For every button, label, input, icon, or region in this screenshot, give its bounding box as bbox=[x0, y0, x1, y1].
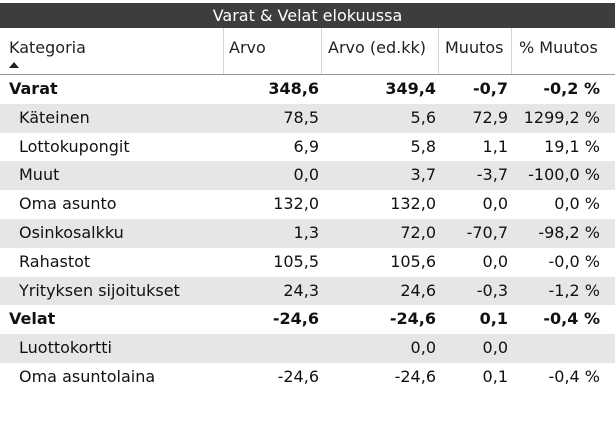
row-label: Osinkosalkku bbox=[19, 222, 124, 242]
cell-arvo-ed: 24,6 bbox=[400, 280, 436, 300]
cell-muutos: 0,1 bbox=[482, 366, 508, 386]
cell-arvo-ed: 72,0 bbox=[400, 222, 436, 242]
table-header: Kategoria Arvo Arvo (ed.kk) Muutos % Muu… bbox=[0, 28, 615, 75]
cell-pct-muutos bbox=[512, 334, 600, 363]
cell-muutos: 0,0 bbox=[482, 251, 508, 271]
column-header-muutos[interactable]: Muutos bbox=[439, 28, 512, 74]
column-header-arvo[interactable]: Arvo bbox=[224, 28, 322, 74]
row-label: Varat bbox=[9, 79, 58, 98]
table-row[interactable]: Oma asuntolaina -24,6 -24,6 0,1 -0,4 % bbox=[0, 363, 615, 392]
row-label: Lottokupongit bbox=[19, 136, 130, 156]
table-row[interactable]: Osinkosalkku 1,3 72,0 -70,7 -98,2 % bbox=[0, 218, 615, 248]
cell-arvo-ed: 5,6 bbox=[410, 107, 436, 127]
table-row[interactable]: Käteinen 78,5 5,6 72,9 1299,2 % bbox=[0, 103, 615, 133]
cell-pct-muutos: -0,0 % bbox=[548, 251, 600, 271]
row-label: Käteinen bbox=[19, 107, 90, 127]
column-header-pct-muutos[interactable]: % Muutos bbox=[512, 28, 615, 74]
cell-pct-muutos: -0,2 % bbox=[543, 79, 600, 98]
cell-arvo-ed: -24,6 bbox=[394, 366, 436, 386]
table-title: Varat & Velat elokuussa bbox=[0, 3, 615, 28]
column-header-label: Kategoria bbox=[9, 38, 86, 57]
table-row[interactable]: Rahastot 105,5 105,6 0,0 -0,0 % bbox=[0, 248, 615, 277]
cell-muutos: 72,9 bbox=[472, 107, 508, 127]
cell-pct-muutos: -0,4 % bbox=[543, 309, 600, 329]
table-row[interactable]: Yrityksen sijoitukset 24,3 24,6 -0,3 -1,… bbox=[0, 276, 615, 306]
column-header-label: Arvo bbox=[229, 38, 266, 57]
cell-arvo: 0,0 bbox=[293, 165, 319, 185]
cell-arvo: 6,9 bbox=[293, 136, 319, 156]
column-header-arvo-ed[interactable]: Arvo (ed.kk) bbox=[322, 28, 439, 74]
cell-arvo-ed: 349,4 bbox=[385, 79, 436, 98]
cell-arvo: 105,5 bbox=[273, 251, 319, 271]
row-label: Oma asuntolaina bbox=[19, 366, 156, 386]
cell-muutos: 0,1 bbox=[479, 309, 508, 329]
table-row[interactable]: Lottokupongit 6,9 5,8 1,1 19,1 % bbox=[0, 133, 615, 162]
cell-arvo: -24,6 bbox=[277, 366, 319, 386]
sort-ascending-icon[interactable] bbox=[9, 62, 19, 68]
table-row-group[interactable]: Varat 348,6 349,4 -0,7 -0,2 % bbox=[0, 75, 615, 104]
cell-pct-muutos: -0,4 % bbox=[548, 366, 600, 386]
row-label: Velat bbox=[9, 309, 56, 329]
table-row-group[interactable]: Velat -24,6 -24,6 0,1 -0,4 % bbox=[0, 305, 615, 334]
cell-arvo: -24,6 bbox=[272, 309, 319, 329]
cell-muutos: -0,7 bbox=[473, 79, 508, 98]
row-label: Yrityksen sijoitukset bbox=[19, 280, 180, 300]
column-header-label: % Muutos bbox=[519, 38, 598, 57]
cell-arvo-ed: 5,8 bbox=[410, 136, 436, 156]
table-body: Varat 348,6 349,4 -0,7 -0,2 % Käteinen 7… bbox=[0, 75, 615, 392]
cell-arvo: 132,0 bbox=[273, 194, 319, 214]
cell-muutos: 1,1 bbox=[482, 136, 508, 156]
table-row[interactable]: Luottokortti 0,0 0,0 bbox=[0, 334, 615, 363]
cell-pct-muutos: -1,2 % bbox=[548, 280, 600, 300]
cell-arvo: 348,6 bbox=[268, 79, 319, 98]
cell-pct-muutos: 1299,2 % bbox=[523, 107, 600, 127]
cell-pct-muutos: 0,0 % bbox=[554, 194, 600, 214]
cell-arvo: 24,3 bbox=[283, 280, 319, 300]
cell-arvo: 1,3 bbox=[293, 222, 319, 242]
column-header-label: Arvo (ed.kk) bbox=[328, 38, 426, 57]
table-row[interactable]: Oma asunto 132,0 132,0 0,0 0,0 % bbox=[0, 190, 615, 219]
cell-muutos: -3,7 bbox=[476, 165, 508, 185]
cell-arvo-ed: 0,0 bbox=[410, 338, 436, 358]
row-label: Muut bbox=[19, 165, 60, 185]
cell-arvo-ed: 3,7 bbox=[410, 165, 436, 185]
table-row[interactable]: Muut 0,0 3,7 -3,7 -100,0 % bbox=[0, 161, 615, 191]
cell-pct-muutos: 19,1 % bbox=[544, 136, 600, 156]
cell-muutos: -0,3 bbox=[476, 280, 508, 300]
cell-arvo-ed: 132,0 bbox=[390, 194, 436, 214]
cell-muutos: 0,0 bbox=[482, 338, 508, 358]
column-header-label: Muutos bbox=[445, 38, 504, 57]
cell-arvo-ed: 105,6 bbox=[390, 251, 436, 271]
cell-muutos: -70,7 bbox=[466, 222, 508, 242]
cell-arvo: 78,5 bbox=[283, 107, 319, 127]
cell-pct-muutos: -100,0 % bbox=[528, 165, 600, 185]
cell-arvo bbox=[226, 334, 319, 363]
column-header-kategoria[interactable]: Kategoria bbox=[0, 28, 224, 74]
cell-pct-muutos: -98,2 % bbox=[538, 222, 600, 242]
row-label: Oma asunto bbox=[19, 194, 117, 214]
cell-muutos: 0,0 bbox=[482, 194, 508, 214]
row-label: Rahastot bbox=[19, 251, 91, 271]
table-title-text: Varat & Velat elokuussa bbox=[212, 6, 403, 25]
cell-arvo-ed: -24,6 bbox=[389, 309, 436, 329]
row-label: Luottokortti bbox=[19, 338, 112, 358]
